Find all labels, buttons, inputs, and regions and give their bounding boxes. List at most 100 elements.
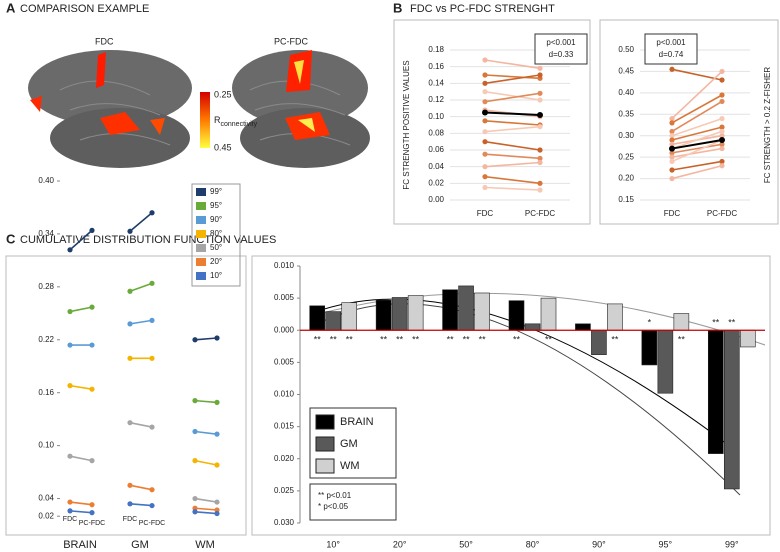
subject-point [719,92,725,98]
slope-point [89,502,95,508]
slope-line [69,455,93,462]
y-tick-label: 0.30 [618,131,634,140]
y-tick-label: 0.16 [38,388,54,397]
x-tick-label: 80° [526,539,540,549]
subject-point [719,133,725,139]
subject-point [537,180,543,186]
bar [391,297,408,331]
subject-point [482,151,488,157]
frame [5,255,247,536]
subject-line [671,70,723,120]
slope-point [127,501,133,507]
y-tick-label: 0.04 [38,494,54,503]
legend-box [309,407,397,479]
subject-line [671,139,723,150]
significance: ** [463,335,471,345]
brain-fdc [28,50,192,168]
bar [591,329,607,355]
colorbar-tick: 0.25 [214,89,232,99]
subject-point [719,145,725,152]
subject-line [484,175,541,185]
subject-point [537,97,543,103]
slope-point [127,355,133,361]
legend-label: WM [340,460,360,472]
y-tick-label: 0.34 [38,229,54,238]
slope-point [149,317,155,323]
subject-point [482,57,488,63]
slope-line [69,306,93,313]
slope-line [69,384,93,390]
y-tick-label: 0.00 [428,195,444,204]
y-tick-label: 0.15 [618,195,634,204]
y-tick-label: 0.22 [38,335,54,344]
subject-point [537,72,543,78]
slope-point [214,431,220,437]
pair-label: PC-FDC [79,520,105,527]
y-tick-label: 0.030 [274,518,295,527]
slope-point [192,428,198,435]
trend-curve [314,292,766,346]
panel-letter: C [6,231,16,246]
brain-label: PC-FDC [274,36,308,46]
subject-point [482,80,488,86]
significance: * [648,318,652,328]
slope-point [149,487,155,493]
slope-line [194,497,218,503]
brain-pc-fdc [232,50,370,168]
legend-swatch [315,414,335,430]
bar [458,285,474,331]
subject-point [669,154,675,160]
bar [508,300,525,331]
subject-point [482,99,488,105]
slope-point [192,398,198,404]
slope-line [129,421,153,428]
slope-line [129,282,153,293]
slope-point [127,321,133,327]
x-tick-label: 99° [725,539,739,549]
bar [540,297,557,331]
category-label: WM [195,539,215,551]
legend-swatch [315,458,335,474]
subject-point [482,72,488,78]
legend-swatch [196,188,206,196]
slope-point [67,508,73,514]
legend-label: 20° [210,257,222,266]
slope-point [149,424,155,430]
significance: ** [314,335,322,345]
slope-point [149,502,155,509]
subject-point [669,158,675,165]
colorbar-tick: 0.45 [214,142,232,152]
subject-line [671,164,723,180]
annotation: d=0.33 [549,50,574,59]
frame [393,19,591,225]
legend-swatch [196,272,206,280]
significance: ** [380,335,388,345]
significance: ** [412,335,420,345]
legend-label: 99° [210,187,222,196]
slope-point [67,499,73,505]
significance: ** [513,335,521,345]
subject-line [671,160,723,171]
subject-point [719,77,725,83]
subject-point [669,120,675,126]
subject-point [482,109,488,116]
subject-point [482,164,488,170]
slope-point [89,386,95,392]
subject-point [537,155,543,161]
slope-point [89,227,95,233]
slope-line [194,459,218,466]
y-tick-label: 0.025 [274,486,295,495]
legend-label: 10° [210,271,222,280]
y-tick-label: 0.14 [428,78,444,87]
subject-line [484,111,541,116]
legend-swatch [196,230,206,238]
y-tick-label: 0.40 [618,88,634,97]
subject-line [671,130,723,150]
slope-line [69,501,93,506]
subject-point [537,187,543,193]
frame [599,19,779,225]
y-tick-label: 0.04 [428,162,444,171]
subject-line [484,186,541,191]
bar [442,289,458,331]
y-axis-label: FC STRENGTH POSITIVE VALUES [402,60,411,189]
